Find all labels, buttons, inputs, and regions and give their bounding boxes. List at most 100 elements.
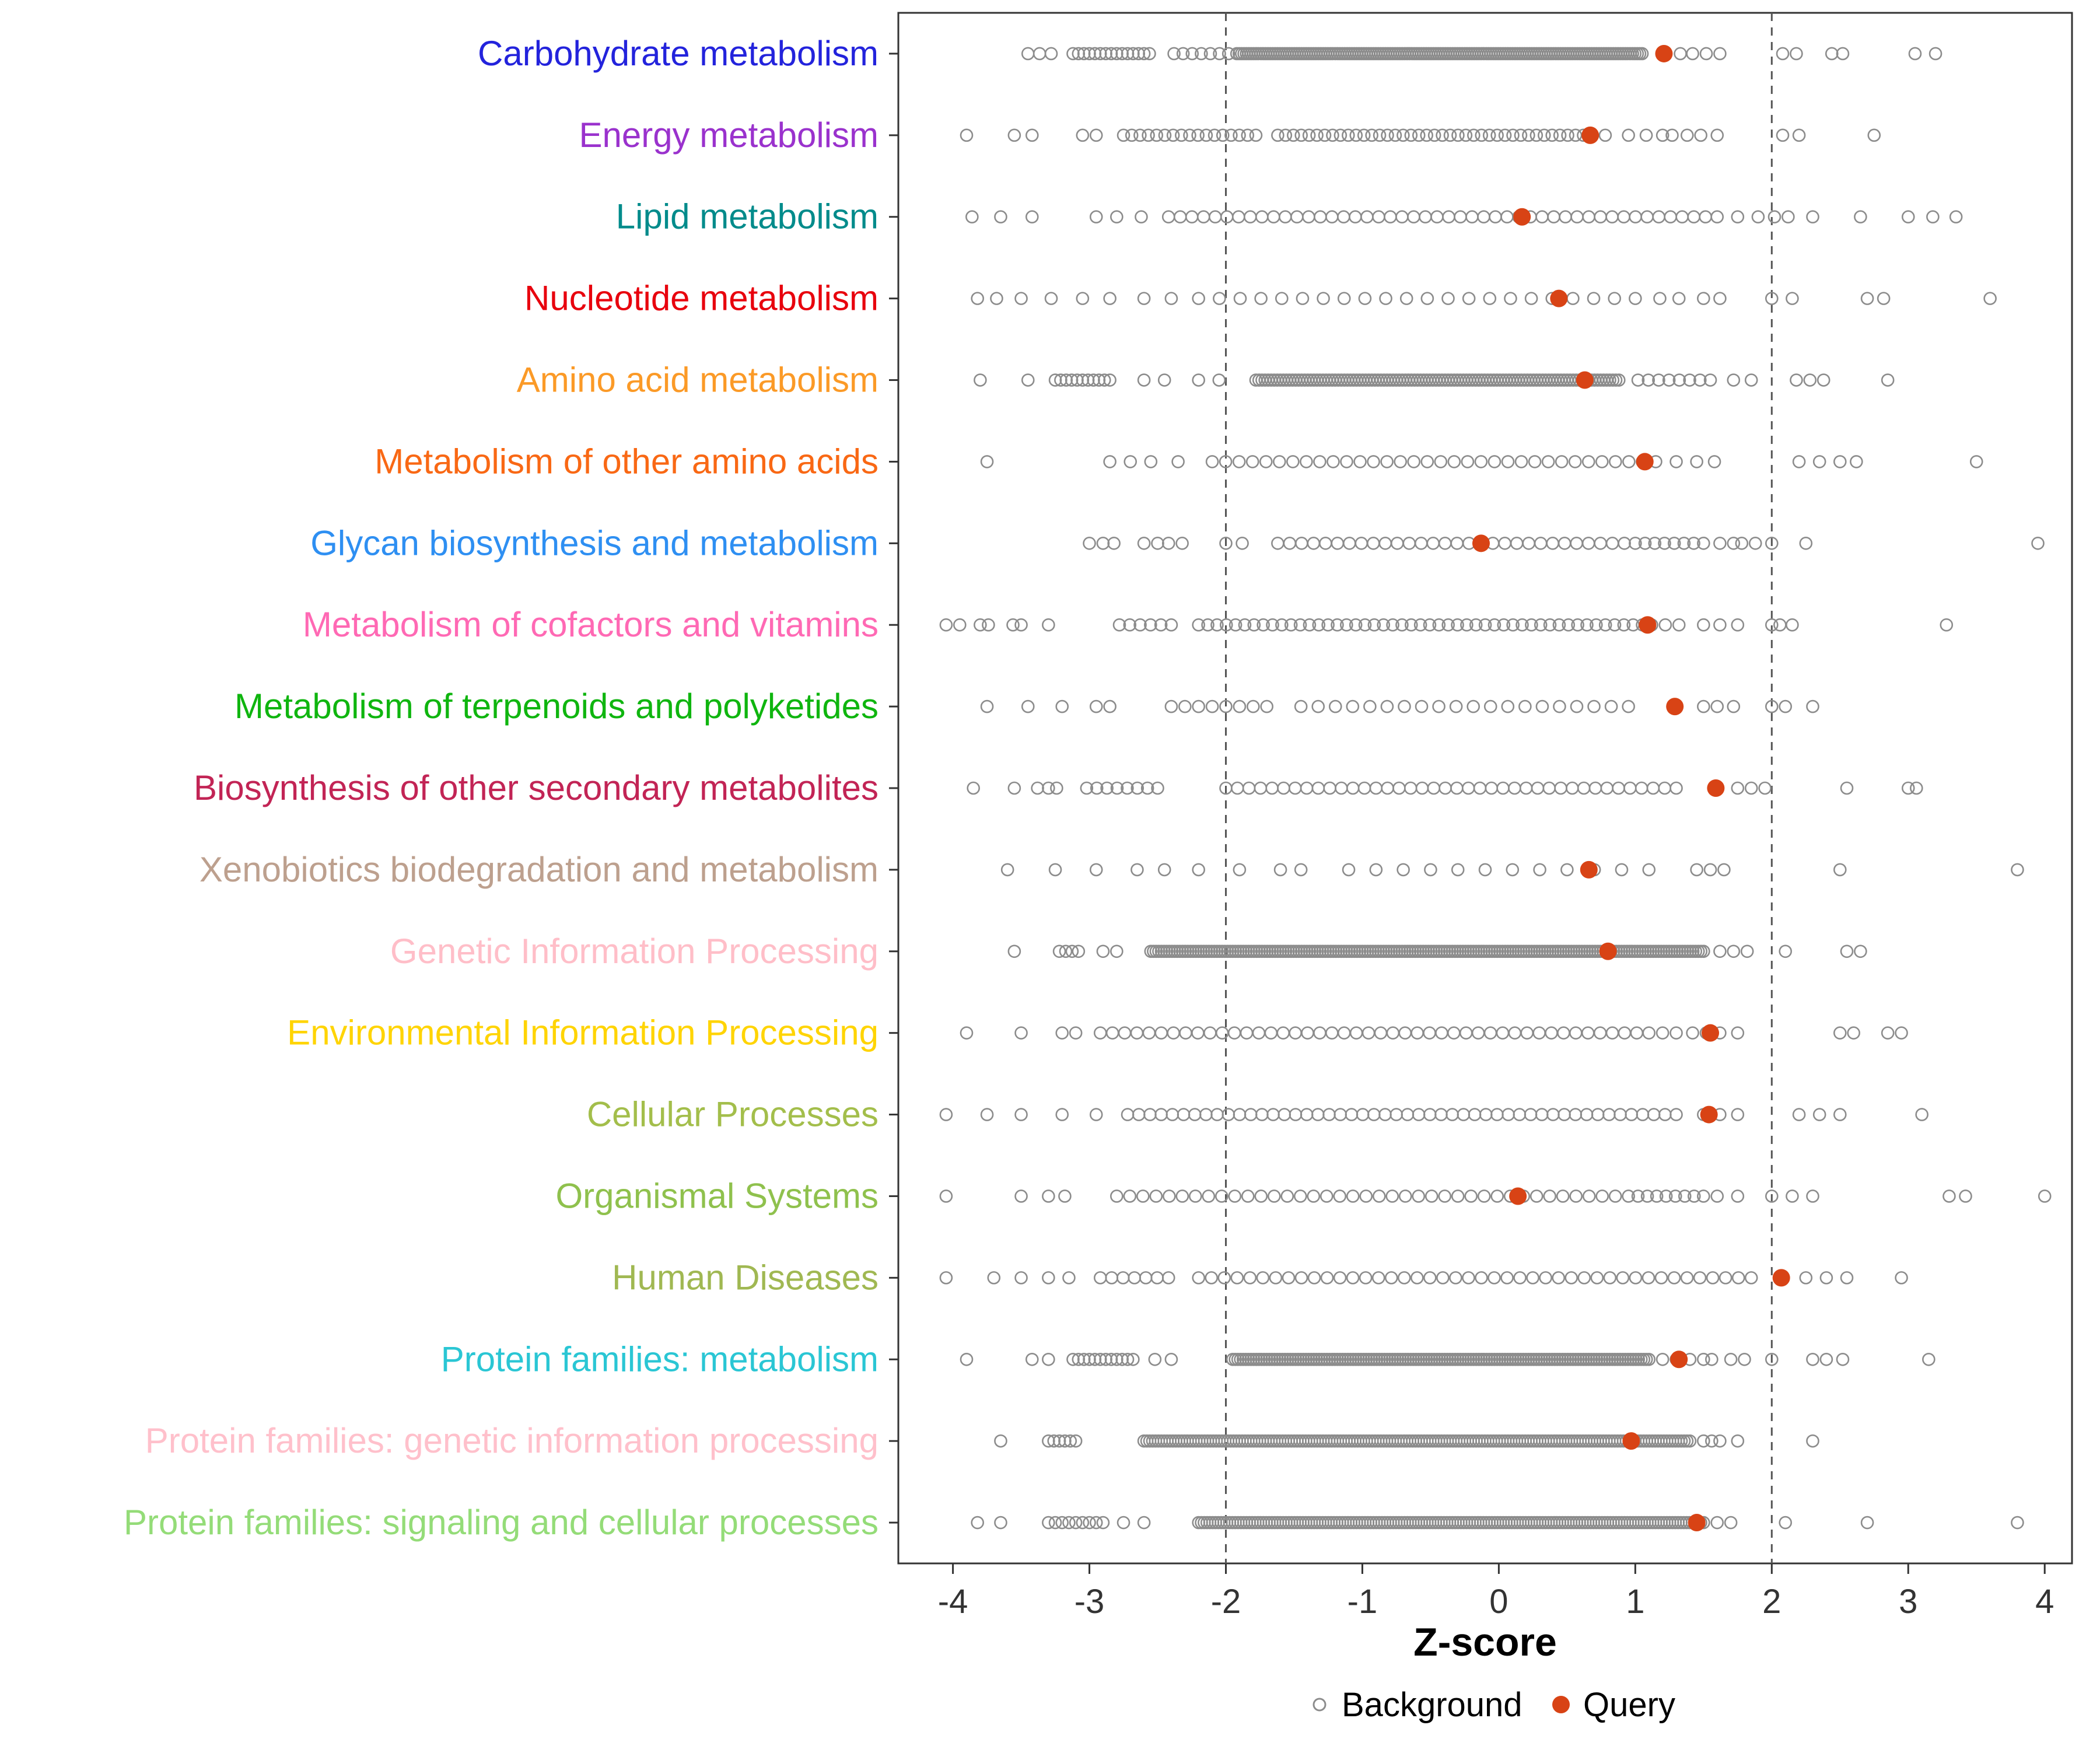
background-point: [1042, 1516, 1055, 1530]
background-point: [1642, 373, 1656, 387]
background-point: [1658, 618, 1672, 632]
background-point: [1044, 292, 1058, 305]
background-point: [1598, 128, 1612, 142]
background-point: [1110, 781, 1124, 795]
background-point: [1806, 1352, 1819, 1366]
query-point: [1599, 942, 1617, 960]
background-point: [1748, 537, 1762, 550]
background-point: [1595, 1189, 1609, 1203]
background-point: [1284, 618, 1298, 632]
background-point: [1137, 1516, 1151, 1530]
background-point: [960, 128, 974, 142]
background-point: [1776, 47, 1790, 61]
background-point: [1806, 1434, 1819, 1448]
background-point: [1069, 1516, 1083, 1530]
background-point: [1349, 128, 1363, 142]
background-point: [1490, 128, 1504, 142]
query-point: [1580, 860, 1598, 879]
category-label: Protein families: metabolism: [441, 1339, 878, 1378]
background-point: [1765, 292, 1779, 305]
background-point: [1423, 618, 1437, 632]
background-point: [1328, 699, 1342, 713]
background-point: [1202, 1189, 1216, 1203]
background-point: [1744, 373, 1758, 387]
background-point: [1178, 699, 1192, 713]
background-point: [1539, 1271, 1552, 1285]
background-point: [1631, 1189, 1645, 1203]
background-point: [1260, 699, 1273, 713]
background-point: [1727, 699, 1741, 713]
background-point: [1432, 699, 1446, 713]
background-point: [1175, 1189, 1189, 1203]
background-point: [1282, 1271, 1296, 1285]
background-point: [953, 618, 967, 632]
background-point: [1717, 863, 1731, 877]
background-point: [1949, 210, 1963, 224]
background-point: [1171, 455, 1185, 468]
background-point: [1310, 128, 1324, 142]
background-point: [1833, 1108, 1847, 1121]
background-point: [1192, 618, 1205, 632]
background-point: [1765, 618, 1779, 632]
background-point: [1219, 455, 1233, 468]
background-point: [2011, 863, 2024, 877]
background-point: [1055, 699, 1069, 713]
background-point: [1488, 618, 1502, 632]
background-point: [1137, 373, 1151, 387]
background-point: [1432, 618, 1446, 632]
background-point: [1464, 1189, 1478, 1203]
background-point: [1191, 128, 1205, 142]
background-point: [1449, 699, 1463, 713]
background-point: [1107, 537, 1121, 550]
background-point: [1359, 1189, 1373, 1203]
background-point: [1363, 699, 1377, 713]
background-point: [1564, 1271, 1578, 1285]
background-point: [1799, 1271, 1813, 1285]
background-point: [1103, 455, 1116, 468]
x-tick-label: 4: [2035, 1583, 2054, 1621]
background-point: [1273, 863, 1287, 877]
background-point: [1451, 1189, 1465, 1203]
background-point: [1847, 1026, 1860, 1040]
background-point: [1212, 373, 1226, 387]
legend-query-label: Query: [1583, 1686, 1675, 1724]
background-point: [1300, 455, 1313, 468]
background-point: [1635, 47, 1649, 61]
background-point: [1228, 1189, 1242, 1203]
background-point: [1582, 1189, 1596, 1203]
background-point: [1786, 1189, 1799, 1203]
background-point: [1561, 128, 1574, 142]
background-point: [1110, 1189, 1124, 1203]
background-point: [1447, 455, 1461, 468]
background-point: [1230, 1271, 1244, 1285]
background-point: [994, 210, 1007, 224]
background-point: [1693, 1271, 1707, 1285]
background-point: [1294, 863, 1308, 877]
background-point: [1089, 699, 1103, 713]
background-point: [1399, 292, 1413, 305]
background-point: [1259, 455, 1273, 468]
background-point: [1083, 1516, 1096, 1530]
background-point: [1125, 128, 1139, 142]
background-point: [1478, 863, 1492, 877]
background-point: [1697, 537, 1710, 550]
background-point: [1477, 1189, 1491, 1203]
background-point: [1185, 47, 1199, 61]
background-point: [1488, 455, 1502, 468]
background-point: [1840, 781, 1854, 795]
legend: Background Query: [1312, 1686, 1675, 1724]
background-point: [1048, 863, 1062, 877]
category-label: Genetic Information Processing: [390, 932, 878, 971]
background-point: [1812, 455, 1826, 468]
background-point: [1667, 1271, 1681, 1285]
background-point: [1474, 455, 1488, 468]
background-point: [1397, 1271, 1411, 1285]
background-point: [1058, 1189, 1072, 1203]
background-point: [1166, 128, 1180, 142]
background-point: [1369, 863, 1383, 877]
background-point: [1765, 1189, 1779, 1203]
background-point: [1650, 1189, 1664, 1203]
background-point: [1149, 1189, 1163, 1203]
background-point: [1545, 128, 1559, 142]
